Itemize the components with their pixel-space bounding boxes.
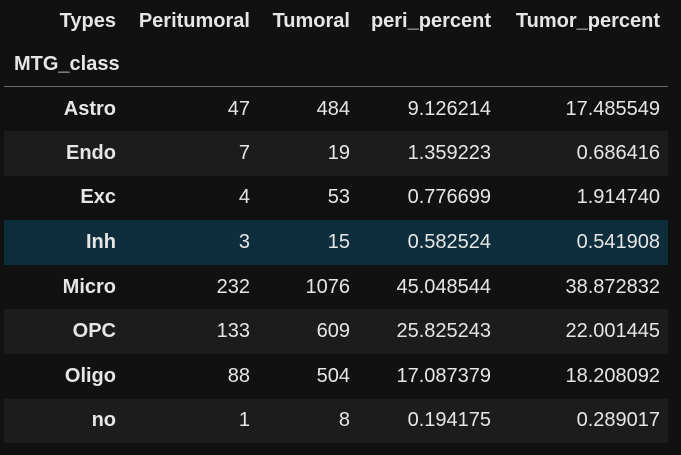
row-index: OPC: [72, 320, 116, 343]
cell-tumor-percent: 0.289017: [576, 409, 660, 432]
column-header-tumor-percent: Tumor_percent: [515, 9, 660, 32]
cell-peri-percent: 17.087379: [396, 364, 491, 387]
table-row: Exc 4 53 0.776699 1.914740: [4, 176, 668, 221]
cell-tumoral: 19: [327, 141, 350, 164]
column-header-peritumoral: Peritumoral: [138, 9, 250, 32]
table-row: OPC 133 609 25.825243 22.001445: [4, 309, 668, 355]
cell-peritumoral: 133: [216, 320, 250, 343]
dataframe-table: Types Peritumoral Tumoral peri_percent T…: [4, 0, 668, 444]
cell-tumoral: 8: [338, 409, 350, 432]
cell-peritumoral: 88: [227, 364, 250, 387]
cell-tumor-percent: 1.914740: [576, 186, 660, 209]
cell-tumor-percent: 22.001445: [565, 320, 660, 343]
cell-peritumoral: 232: [216, 275, 250, 298]
cell-peritumoral: 7: [238, 141, 250, 164]
table-row: Oligo 88 504 17.087379 18.208092: [4, 354, 668, 399]
row-index: no: [91, 409, 116, 432]
index-name: MTG_class: [14, 52, 120, 75]
row-index: Endo: [66, 141, 116, 164]
row-index: Exc: [80, 186, 116, 209]
cell-tumoral: 504: [316, 364, 350, 387]
row-index: Micro: [62, 275, 116, 298]
cell-tumoral: 53: [327, 186, 350, 209]
cell-tumor-percent: 0.686416: [576, 141, 660, 164]
row-index: Oligo: [64, 364, 116, 387]
cell-peritumoral: 4: [238, 186, 250, 209]
table-row: Endo 7 19 1.359223 0.686416: [4, 131, 668, 176]
row-index: Inh: [86, 231, 116, 254]
cell-tumoral: 1076: [305, 275, 351, 298]
row-index: Astro: [63, 97, 116, 120]
index-name-row: MTG_class: [4, 42, 668, 87]
column-header-peri-percent: peri_percent: [370, 9, 491, 32]
cell-tumoral: 609: [316, 320, 350, 343]
cell-peritumoral: 3: [238, 231, 250, 254]
cell-tumor-percent: 17.485549: [565, 97, 660, 120]
cell-peri-percent: 25.825243: [396, 320, 491, 343]
cell-tumoral: 484: [316, 97, 350, 120]
columns-label: Types: [59, 9, 116, 32]
table-row: Micro 232 1076 45.048544 38.872832: [4, 265, 668, 310]
table-row: Astro 47 484 9.126214 17.485549: [4, 87, 668, 132]
cell-peri-percent: 0.582524: [407, 231, 491, 254]
cell-tumoral: 15: [327, 231, 350, 254]
cell-tumor-percent: 38.872832: [565, 275, 660, 298]
cell-peri-percent: 45.048544: [396, 275, 491, 298]
columns-header-row: Types Peritumoral Tumoral peri_percent T…: [4, 0, 668, 42]
table-body: Astro 47 484 9.126214 17.485549 Endo 7 1…: [4, 87, 668, 444]
table-row-highlighted: Inh 3 15 0.582524 0.541908: [4, 220, 668, 265]
cell-peritumoral: 47: [227, 97, 250, 120]
cell-peri-percent: 9.126214: [407, 97, 491, 120]
cell-peritumoral: 1: [238, 409, 250, 432]
cell-tumor-percent: 0.541908: [576, 231, 660, 254]
cell-peri-percent: 0.776699: [407, 186, 491, 209]
cell-tumor-percent: 18.208092: [565, 364, 660, 387]
table-header: Types Peritumoral Tumoral peri_percent T…: [4, 0, 668, 87]
cell-peri-percent: 1.359223: [407, 141, 491, 164]
table-row: no 1 8 0.194175 0.289017: [4, 398, 668, 444]
column-header-tumoral: Tumoral: [272, 9, 350, 32]
cell-peri-percent: 0.194175: [407, 409, 491, 432]
